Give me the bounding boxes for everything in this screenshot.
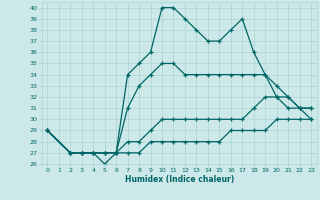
X-axis label: Humidex (Indice chaleur): Humidex (Indice chaleur) xyxy=(124,175,234,184)
